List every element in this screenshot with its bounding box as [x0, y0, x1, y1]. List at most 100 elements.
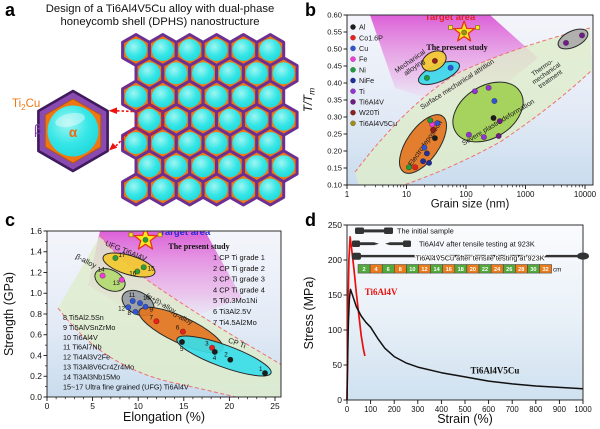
ruler-number: 28 — [518, 267, 524, 273]
alpha-core — [125, 132, 147, 154]
alpha-core — [218, 155, 241, 178]
inset-label-ti6al4v5cu: Ti6Al4V5Cu after tensile testing at 923K — [415, 254, 544, 263]
ti2cu-label: Ti2Cu — [12, 98, 40, 112]
point-number-label: 3 — [205, 341, 209, 348]
ruler-number: 26 — [506, 267, 512, 273]
star-data-point — [461, 29, 468, 36]
data-point — [495, 133, 502, 140]
point-number-label: 7 — [149, 314, 153, 321]
arrowhead-icon — [108, 107, 117, 114]
plot-area — [346, 224, 584, 401]
honeycomb-grid — [121, 33, 299, 207]
alpha-core — [151, 39, 174, 61]
band-lower-border — [403, 69, 593, 185]
y-tick-label: 150 — [328, 290, 342, 300]
alpha-core — [245, 155, 268, 178]
alloy-list-right-item: 6 Ti3Al2.5V — [213, 307, 251, 316]
alpha-core — [165, 62, 188, 85]
alloy-list-left-item: 10 Ti6Al4V — [63, 333, 98, 342]
data-point — [209, 344, 216, 351]
alloy-list-right-item: 3 CP Ti grade 3 — [213, 275, 265, 284]
panel-a-label: a — [5, 0, 16, 20]
data-point — [420, 158, 427, 165]
panel-c: c UFG Ti6Al4V β-alloy (α+β)-alloy α-alloy CP… — [0, 210, 300, 429]
alpha-core — [178, 85, 201, 108]
ruler-number: 2 — [362, 267, 365, 273]
alpha-core — [125, 178, 147, 201]
y-tick-label: 1.6 — [30, 226, 42, 236]
y-tick-label: 0.4 — [30, 350, 42, 360]
alpha-core — [232, 39, 255, 61]
x-tick-label: 800 — [529, 405, 543, 414]
legend-marker — [350, 77, 356, 84]
inset-label-initial: The initial sample — [397, 227, 454, 236]
panel-d-label: d — [305, 210, 316, 230]
y-tick-label: 0.6 — [30, 330, 42, 340]
panel-a-title-line2: honeycomb shell (DPHS) nanostructure — [60, 16, 260, 28]
alpha-core — [192, 62, 215, 85]
x-tick-label: 1000 — [574, 405, 592, 414]
y-tick-label: 0.60 — [327, 11, 342, 20]
alloy-list-left-item: 11 Ti6Al7Nb — [63, 343, 102, 352]
y-tick-label: 0.8 — [30, 309, 42, 319]
alpha-core — [138, 62, 161, 85]
data-point — [179, 328, 186, 335]
y-tick-label: 0.45 — [327, 62, 342, 71]
alpha-core — [205, 85, 228, 108]
alloy-list-left-item: 9 Ti5AlVSnZrMo — [63, 323, 115, 332]
star-handle-right — [475, 25, 480, 30]
data-point — [562, 39, 569, 46]
y-tick-label: 0.55 — [327, 28, 342, 37]
y-tick-label: 0 — [337, 395, 342, 405]
legend-marker — [350, 56, 356, 62]
y-tick-label: 1.2 — [30, 267, 42, 277]
alpha-core — [192, 108, 215, 131]
legend-item: W20Ti — [359, 108, 380, 117]
x-axis-title: Grain size (nm) — [431, 199, 510, 211]
sample-ti6al4v-icon — [352, 240, 360, 247]
legend-item: Al — [359, 23, 366, 32]
alpha-core — [259, 132, 282, 154]
sample-initial-icon — [362, 229, 386, 233]
legend-marker — [350, 99, 356, 105]
y-tick-label: 0.50 — [327, 45, 342, 54]
y-tick-label: 0.15 — [327, 164, 342, 173]
alpha-core — [151, 85, 174, 108]
data-point — [140, 264, 147, 271]
present-study-label: The present study — [168, 242, 229, 251]
sample-ti6al4v5cu-icon — [577, 252, 589, 260]
point-number-label: 4 — [213, 355, 217, 362]
ruler-unit: cm — [553, 266, 561, 273]
data-point — [431, 57, 438, 64]
alloy-list-left-item: 12 Ti4Al3V2Fe — [63, 353, 110, 362]
data-point — [496, 118, 503, 125]
sample-ti6al4v5cu-icon — [360, 254, 580, 258]
data-point — [423, 150, 430, 157]
ruler-number: 32 — [542, 267, 548, 273]
x-tick-label: 10 — [402, 190, 411, 199]
alpha-core — [165, 155, 188, 178]
data-point — [179, 339, 186, 346]
alpha-core — [125, 39, 147, 61]
x-tick-label: 10 — [133, 401, 143, 411]
data-point — [412, 164, 419, 171]
point-number-label: 17 — [118, 252, 126, 259]
x-tick-label: 600 — [482, 405, 496, 414]
sample-initial-icon — [355, 227, 364, 234]
panel-c-label: c — [5, 210, 16, 230]
data-point — [490, 115, 497, 122]
alloy-list-right-item: 7 Ti4.5Al2Mo — [213, 318, 257, 327]
data-point — [125, 304, 132, 311]
panel-a-title-line1: Design of a Ti6Al4V5Cu alloy with dual-p… — [45, 3, 275, 15]
ruler-number: 24 — [494, 267, 501, 273]
x-tick-label: 10000 — [574, 190, 597, 199]
data-point — [578, 32, 585, 39]
alloy-list-left-item: 8 Ti5Al2.5Sn — [63, 313, 104, 322]
data-point — [129, 298, 136, 305]
data-point — [112, 254, 119, 261]
x-tick-label: 900 — [553, 405, 567, 414]
point-number-label: 11 — [129, 292, 136, 299]
data-point — [426, 159, 433, 166]
alpha-core — [178, 132, 201, 154]
